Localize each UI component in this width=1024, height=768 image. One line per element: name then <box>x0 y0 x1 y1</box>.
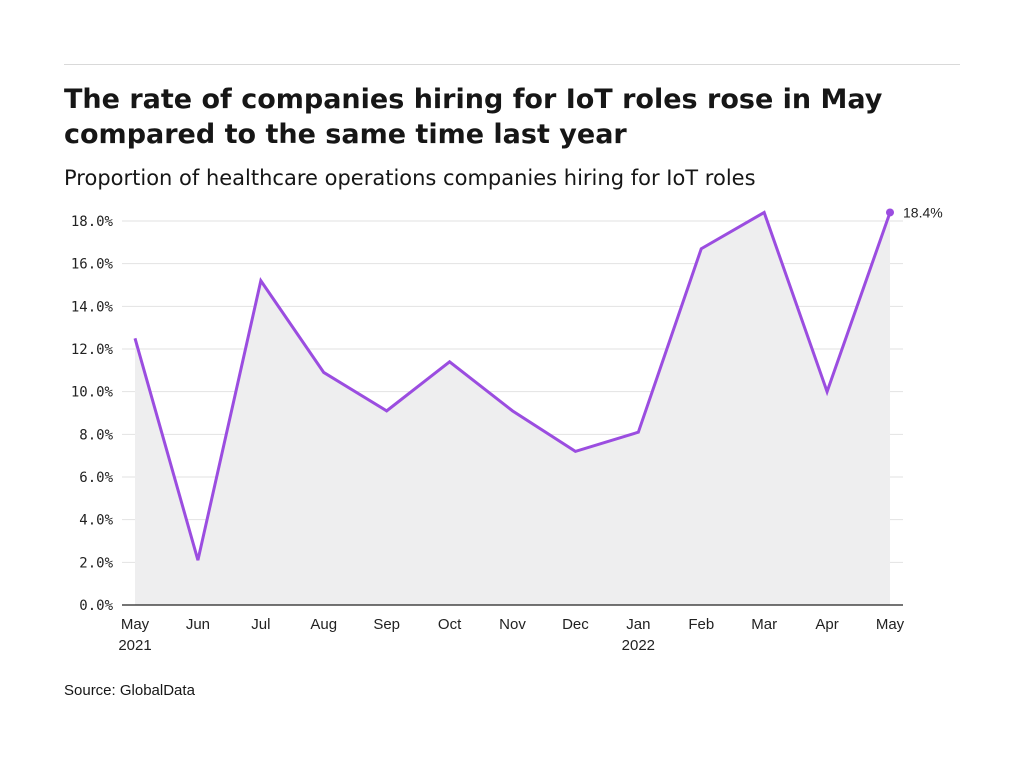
x-tick-label: May <box>121 616 150 633</box>
labels: 0.0% 2.0% 4.0% 6.0% 8.0% 10.0% 12.0% 14.0% 16.0%… <box>71 204 943 654</box>
x-tick-label: May <box>876 616 905 633</box>
x-tick-label: Aug <box>310 616 337 633</box>
x-tick-label: Nov <box>499 616 526 633</box>
x-tick-label: Jan <box>626 616 650 633</box>
top-divider <box>64 64 960 65</box>
area-fill <box>135 212 890 605</box>
x-tick-label: 2022 <box>622 637 655 654</box>
x-tick-label: Jun <box>186 616 210 633</box>
x-tick-label: Sep <box>373 616 400 633</box>
x-tick-label: Dec <box>562 616 589 633</box>
y-tick-label: 10.0% <box>71 385 114 401</box>
line-chart: 0.0% 2.0% 4.0% 6.0% 8.0% 10.0% 12.0% 14.0% 16.0%… <box>71 204 943 654</box>
y-tick-label: 2.0% <box>79 555 113 571</box>
y-tick-label: 18.0% <box>71 214 114 230</box>
y-tick-label: 0.0% <box>79 598 113 614</box>
x-tick-label: Apr <box>815 616 838 633</box>
y-tick-label: 6.0% <box>79 470 113 486</box>
y-tick-label: 16.0% <box>71 257 114 273</box>
y-tick-label: 8.0% <box>79 427 113 443</box>
source-note: Source: GlobalData <box>64 682 195 699</box>
x-tick-label: 2021 <box>118 637 151 654</box>
area-fill-group <box>135 212 890 605</box>
y-tick-label: 12.0% <box>71 342 114 358</box>
end-value-label: 18.4% <box>903 204 943 220</box>
x-tick-label: Oct <box>438 616 462 633</box>
x-tick-label: Feb <box>688 616 714 633</box>
x-tick-label: Jul <box>251 616 270 633</box>
chart-title: The rate of companies hiring for IoT rol… <box>64 84 883 150</box>
y-tick-label: 14.0% <box>71 299 114 315</box>
series-line <box>133 210 892 561</box>
y-tick-label: 4.0% <box>79 513 113 529</box>
chart-subtitle: Proportion of healthcare operations comp… <box>64 166 756 190</box>
series-line-group <box>133 208 894 561</box>
end-point-marker <box>886 208 894 217</box>
x-tick-label: Mar <box>751 616 777 633</box>
